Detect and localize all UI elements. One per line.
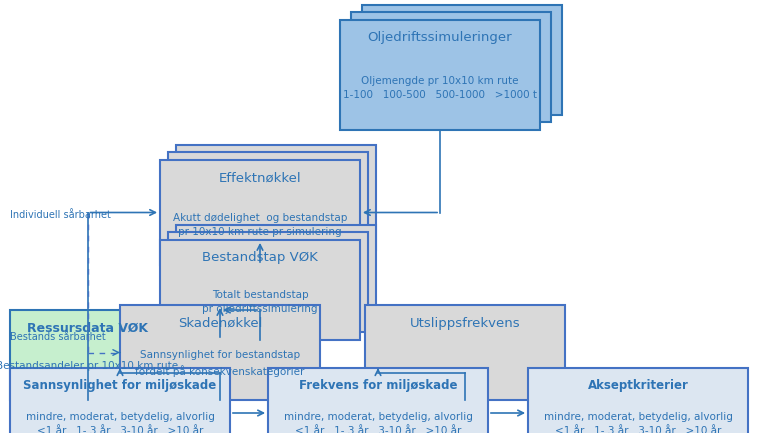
Bar <box>10 310 165 400</box>
Text: Bestandsandeler pr 10x10 km rute: Bestandsandeler pr 10x10 km rute <box>0 361 179 371</box>
Text: Sannsynlighet for miljøskade: Sannsynlighet for miljøskade <box>24 379 217 392</box>
Text: Utslippsfrekvens: Utslippsfrekvens <box>410 317 521 330</box>
Text: Sannsynlighet for bestandstap
fordelt på konsekvenskategorier: Sannsynlighet for bestandstap fordelt på… <box>135 350 305 377</box>
Text: Skadenøkkel: Skadenøkkel <box>178 317 262 330</box>
Text: Oljemengde pr 10x10 km rute
1-100   100-500   500-1000   >1000 t: Oljemengde pr 10x10 km rute 1-100 100-50… <box>343 76 537 100</box>
Bar <box>362 5 562 115</box>
Text: Totalt bestandstap
pr oljedriftssimulering: Totalt bestandstap pr oljedriftssimuleri… <box>202 290 318 314</box>
Bar <box>365 305 565 400</box>
Bar <box>176 145 376 250</box>
Bar <box>10 368 230 433</box>
Text: Frekvens for miljøskade: Frekvens for miljøskade <box>299 379 458 392</box>
Text: Akutt dødelighet  og bestandstap
pr 10x10 km rute pr simulering: Akutt dødelighet og bestandstap pr 10x10… <box>173 213 347 237</box>
Bar <box>168 232 368 332</box>
Text: Akseptkriterier: Akseptkriterier <box>587 379 689 392</box>
Text: mindre, moderat, betydelig, alvorlig
<1 år   1-.3 år   3-10 år   >10 år: mindre, moderat, betydelig, alvorlig <1 … <box>543 412 733 433</box>
Bar <box>351 12 551 122</box>
Bar <box>120 305 320 400</box>
Text: mindre, moderat, betydelig, alvorlig
<1 år   1-.3 år   3-10 år   >10 år: mindre, moderat, betydelig, alvorlig <1 … <box>283 412 473 433</box>
Bar <box>168 152 368 257</box>
Text: Individuell sårbarhet: Individuell sårbarhet <box>10 210 111 220</box>
Text: Oljedriftssimuleringer: Oljedriftssimuleringer <box>368 32 512 45</box>
Text: Bestands sårbarhet: Bestands sårbarhet <box>10 332 106 342</box>
Text: Ressursdata VØK: Ressursdata VØK <box>27 321 148 335</box>
Text: mindre, moderat, betydelig, alvorlig
<1 år   1-.3 år   3-10 år   >10 år: mindre, moderat, betydelig, alvorlig <1 … <box>26 412 214 433</box>
Text: Effektnøkkel: Effektnøkkel <box>219 171 301 184</box>
Bar <box>160 160 360 265</box>
Bar <box>176 225 376 325</box>
Bar <box>268 368 488 433</box>
Text: Bestandstap VØK: Bestandstap VØK <box>202 252 318 265</box>
Bar <box>528 368 748 433</box>
Bar <box>160 240 360 340</box>
Bar <box>340 20 540 130</box>
